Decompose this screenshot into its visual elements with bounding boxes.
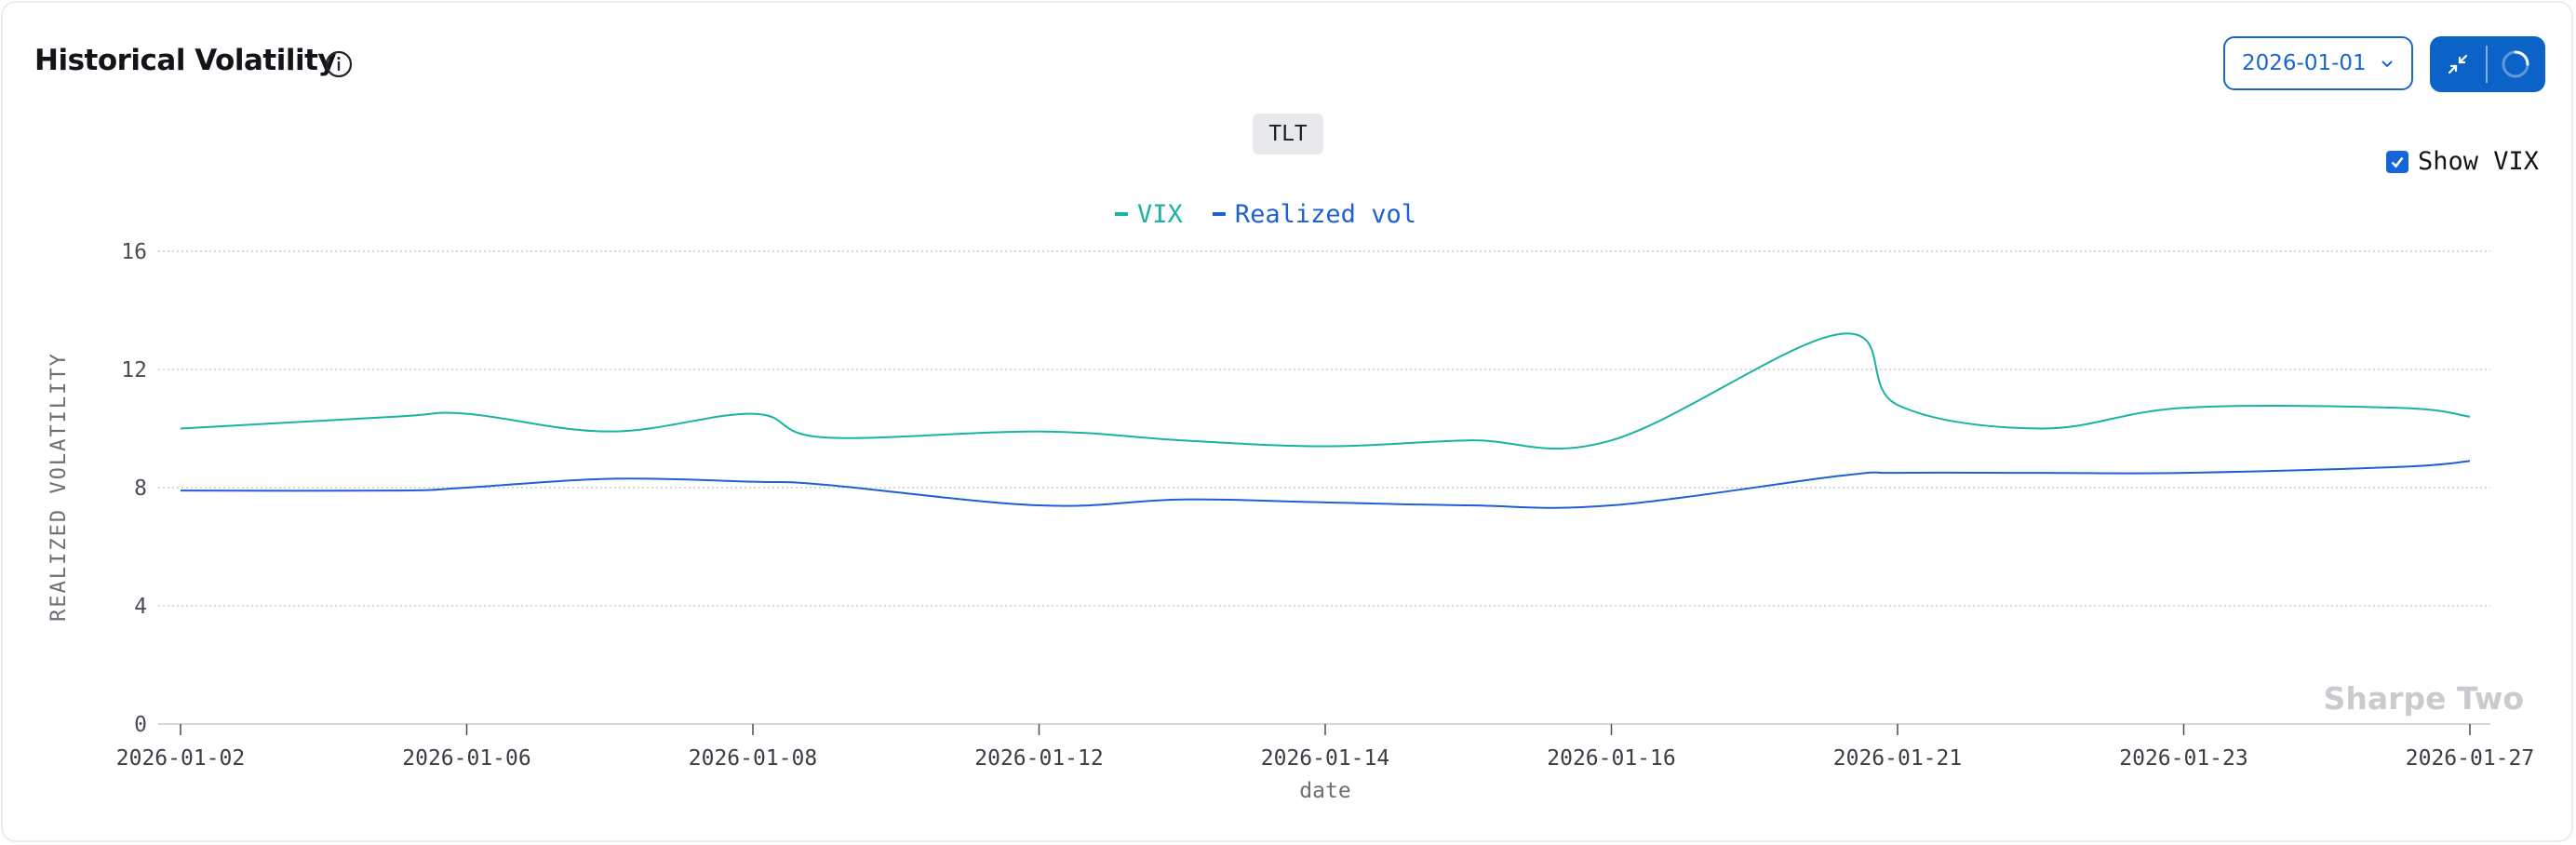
y-tick-label: 8 (134, 476, 147, 501)
date-select-value: 2026-01-01 (2242, 51, 2367, 75)
refresh-button[interactable] (2488, 36, 2543, 92)
x-axis-label: date (1299, 779, 1350, 803)
ticker-badge: TLT (1253, 114, 1323, 154)
x-tick-label: 2026-01-12 (974, 746, 1103, 771)
button-divider (2486, 46, 2488, 83)
collapse-button[interactable] (2430, 36, 2486, 92)
x-tick-label: 2026-01-14 (1261, 746, 1389, 771)
y-tick-label: 12 (121, 358, 147, 382)
legend-label: Realized vol (1235, 200, 1416, 229)
show-vix-checkbox[interactable] (2386, 150, 2408, 173)
legend-label: VIX (1137, 200, 1183, 229)
x-tick-label: 2026-01-23 (2119, 746, 2247, 771)
show-vix-label: Show VIX (2418, 147, 2540, 176)
x-tick-label: 2026-01-02 (116, 746, 245, 771)
date-select[interactable]: 2026-01-01 (2223, 36, 2413, 90)
checkmark-icon (2391, 156, 2404, 168)
legend-swatch (1115, 212, 1128, 216)
y-tick-label: 4 (134, 595, 147, 619)
y-tick-label: 16 (121, 240, 147, 264)
chevron-down-icon (2381, 60, 2393, 68)
x-tick-label: 2026-01-16 (1547, 746, 1675, 771)
series-line-realized-vol (180, 460, 2471, 509)
series-line-vix (180, 332, 2471, 450)
y-axis-label: REALIZED VOLATILITY (47, 352, 71, 622)
info-circle-icon[interactable] (324, 49, 354, 79)
x-tick-label: 2026-01-27 (2406, 746, 2534, 771)
chart-actions (2430, 36, 2545, 92)
y-tick-label: 0 (134, 713, 147, 737)
x-tick-label: 2026-01-06 (402, 746, 530, 771)
show-vix-toggle[interactable]: Show VIX (2386, 147, 2539, 176)
page-title: Historical Volatility (34, 44, 337, 77)
x-tick-label: 2026-01-08 (689, 746, 817, 771)
x-tick-label: 2026-01-21 (1833, 746, 1962, 771)
watermark: Sharpe Two (2324, 680, 2524, 717)
collapse-arrows-icon (2448, 54, 2468, 74)
legend-swatch (1212, 212, 1226, 216)
loading-spinner-icon (2502, 50, 2529, 78)
